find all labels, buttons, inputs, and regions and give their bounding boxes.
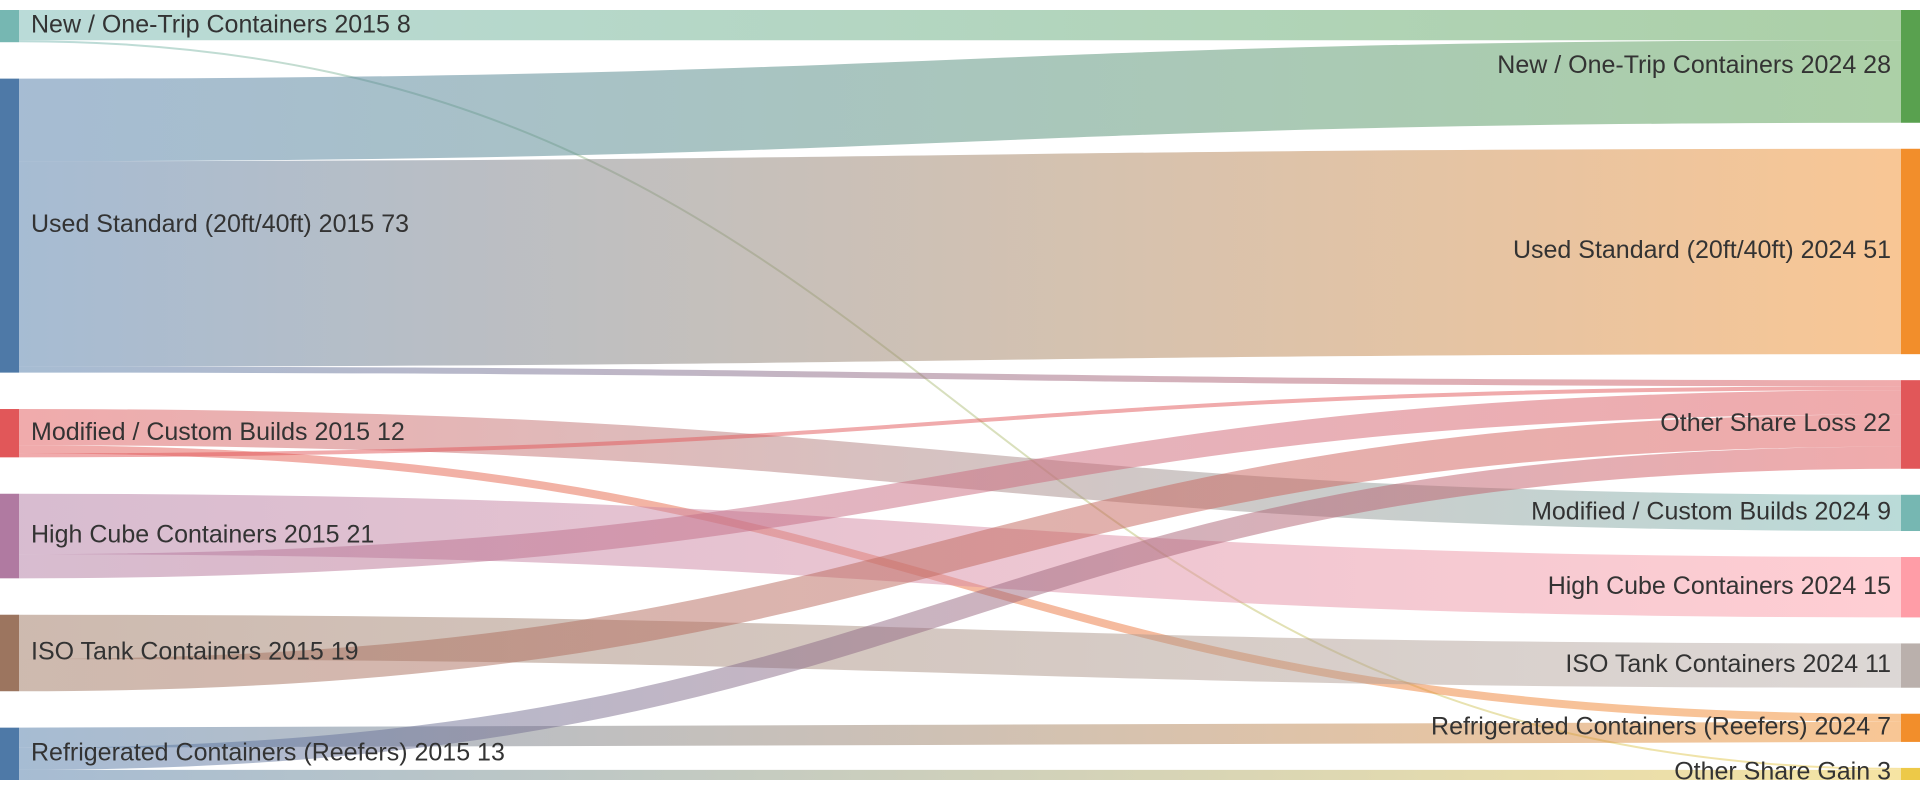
label-used-standard-20ft-40ft-2015: Used Standard (20ft/40ft) 2015 73 <box>31 210 409 238</box>
node-iso-tank-containers-2024 <box>1901 643 1920 688</box>
node-new-one-trip-containers-2015 <box>0 10 19 43</box>
label-iso-tank-containers-2015: ISO Tank Containers 2015 19 <box>31 638 359 666</box>
label-high-cube-containers-2015: High Cube Containers 2015 21 <box>31 521 374 549</box>
link-mod15-to-mod24 <box>18 409 1902 532</box>
link-used15-to-loss <box>18 366 1902 387</box>
sankey-links <box>18 9 1902 781</box>
sankey-nodes <box>0 10 1920 780</box>
node-other-share-loss <box>1901 380 1920 469</box>
node-used-standard-20ft-40ft-2015 <box>0 78 19 373</box>
node-refrigerated-containers-reefers-2024 <box>1901 713 1920 742</box>
node-refrigerated-containers-reefers-2015 <box>0 727 19 780</box>
label-other-share-loss: Other Share Loss 22 <box>1660 409 1891 437</box>
link-iso15-to-loss <box>18 414 1902 692</box>
label-used-standard-20ft-40ft-2024: Used Standard (20ft/40ft) 2024 51 <box>1513 236 1891 264</box>
node-used-standard-20ft-40ft-2024 <box>1901 148 1920 355</box>
node-high-cube-containers-2015 <box>0 493 19 579</box>
sankey-labels: New / One-Trip Containers 2015 8 Used Sta… <box>31 11 1891 785</box>
node-other-share-gain <box>1901 767 1920 780</box>
label-modified-custom-builds-2024: Modified / Custom Builds 2024 9 <box>1531 497 1891 525</box>
node-iso-tank-containers-2015 <box>0 614 19 692</box>
link-hc15-to-loss <box>18 390 1902 579</box>
link-used15-to-new24 <box>18 40 1902 162</box>
label-modified-custom-builds-2015: Modified / Custom Builds 2015 12 <box>31 418 405 446</box>
link-used15-to-used24 <box>18 148 1902 367</box>
link-mod15-to-loss <box>18 386 1902 458</box>
label-high-cube-containers-2024: High Cube Containers 2024 15 <box>1548 572 1891 600</box>
label-iso-tank-containers-2024: ISO Tank Containers 2024 11 <box>1565 650 1891 678</box>
node-modified-custom-builds-2015 <box>0 409 19 458</box>
node-modified-custom-builds-2024 <box>1901 494 1920 532</box>
label-other-share-gain: Other Share Gain 3 <box>1674 758 1891 785</box>
label-new-one-trip-containers-2015: New / One-Trip Containers 2015 8 <box>31 11 411 39</box>
node-new-one-trip-containers-2024 <box>1901 10 1920 123</box>
label-refrigerated-containers-reefers-2024: Refrigerated Containers (Reefers) 2024 7 <box>1431 712 1891 740</box>
label-new-one-trip-containers-2024: New / One-Trip Containers 2024 28 <box>1497 51 1891 79</box>
node-high-cube-containers-2024 <box>1901 557 1920 618</box>
label-refrigerated-containers-reefers-2015: Refrigerated Containers (Reefers) 2015 1… <box>31 738 505 766</box>
link-ref15-to-loss <box>18 446 1902 770</box>
link-iso15-to-iso24 <box>18 614 1902 688</box>
